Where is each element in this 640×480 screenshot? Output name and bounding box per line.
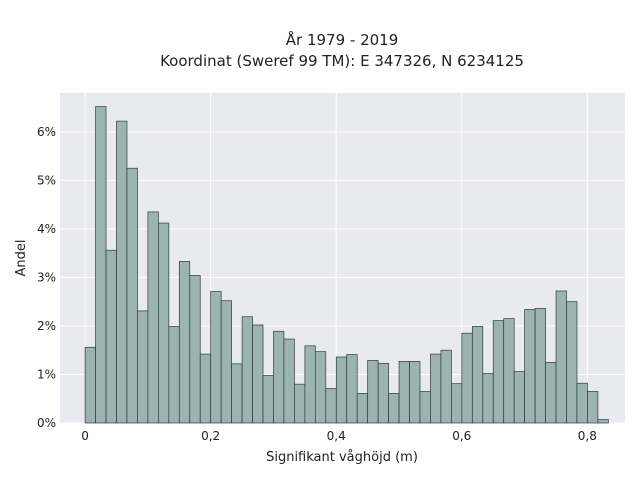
histogram-bar [84, 346, 96, 424]
histogram-bar [471, 326, 484, 424]
histogram-bar [587, 391, 599, 424]
histogram-bar [95, 106, 107, 424]
histogram-bar [398, 361, 410, 424]
histogram-bar [304, 345, 316, 424]
histogram-bar [231, 363, 243, 424]
histogram-bar [388, 393, 400, 424]
histogram-bar [105, 249, 117, 424]
y-tick-label: 1% [37, 367, 56, 381]
x-tick-label: 0,2 [201, 429, 220, 443]
histogram-bar [126, 167, 138, 424]
histogram-bar [147, 211, 159, 424]
histogram-bar [116, 120, 128, 424]
y-tick-label: 4% [37, 222, 56, 236]
x-tick-label: 0,4 [327, 429, 346, 443]
histogram-bar [430, 353, 442, 424]
histogram-bar [534, 308, 546, 424]
x-tick-label: 0 [81, 429, 89, 443]
y-tick-label: 2% [37, 319, 56, 333]
histogram-bar [555, 290, 567, 424]
histogram-bar [273, 330, 285, 424]
x-tick-label: 0,6 [452, 429, 471, 443]
histogram-bar [178, 261, 191, 424]
histogram-bar [513, 371, 525, 424]
histogram-bar [492, 320, 505, 424]
histogram-bar [294, 383, 306, 424]
histogram-bar [482, 373, 494, 424]
histogram-bar [241, 316, 253, 424]
histogram-bar [440, 349, 452, 424]
y-tick-label: 5% [37, 173, 56, 187]
histogram-bar [325, 388, 337, 424]
bars [84, 106, 609, 424]
histogram-bar [335, 356, 348, 424]
y-axis-label: Andel [14, 240, 29, 277]
histogram-bar [314, 351, 327, 424]
x-axis-label: Signifikant våghöjd (m) [266, 450, 418, 465]
histogram-bar [262, 375, 274, 424]
histogram-bar [576, 382, 588, 424]
histogram-bar [210, 291, 222, 424]
histogram-bar [566, 301, 578, 424]
histogram-bar [461, 332, 473, 424]
histogram-bar [158, 222, 170, 424]
histogram-bar [252, 324, 264, 424]
histogram-bar [199, 353, 212, 424]
histogram-bar [419, 391, 431, 424]
histogram-bar [597, 419, 609, 424]
x-tick-label: 0,8 [578, 429, 597, 443]
histogram-bar [283, 338, 295, 424]
histogram-bar [451, 383, 463, 424]
histogram-bar [545, 361, 557, 424]
histogram-bar [168, 326, 180, 424]
chart-title: År 1979 - 2019 [286, 30, 399, 49]
histogram-bar [189, 275, 201, 424]
histogram-bar [356, 393, 369, 424]
histogram-bar [137, 310, 149, 424]
y-tick-label: 3% [37, 270, 56, 284]
histogram-bar [503, 318, 515, 424]
histogram-bar [377, 362, 389, 424]
y-axis-ticks: 0% 1% 2% 3% 4% 5% 6% [37, 125, 56, 430]
histogram-bar [409, 361, 421, 424]
histogram-bar [524, 309, 536, 424]
x-axis-ticks: 0 0,2 0,4 0,6 0,8 [81, 429, 597, 443]
y-tick-label: 6% [37, 125, 56, 139]
histogram-bar [367, 360, 379, 424]
histogram-bar [346, 354, 358, 424]
y-tick-label: 0% [37, 416, 56, 430]
chart-subtitle: Koordinat (Sweref 99 TM): E 347326, N 62… [160, 52, 524, 70]
histogram-bar [220, 300, 232, 424]
